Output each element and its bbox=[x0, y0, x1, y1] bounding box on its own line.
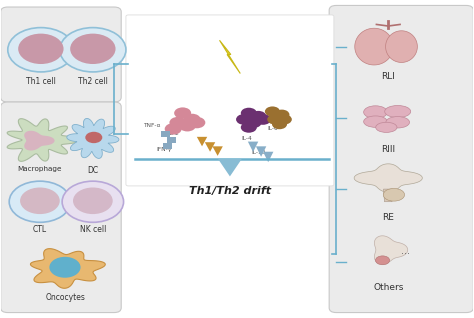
Ellipse shape bbox=[375, 256, 390, 265]
Circle shape bbox=[20, 188, 60, 214]
Polygon shape bbox=[24, 131, 55, 150]
Circle shape bbox=[265, 107, 280, 117]
Circle shape bbox=[241, 108, 257, 119]
Circle shape bbox=[169, 117, 186, 128]
Circle shape bbox=[274, 110, 290, 120]
FancyBboxPatch shape bbox=[0, 102, 121, 313]
Circle shape bbox=[255, 114, 271, 125]
Text: Oncocytes: Oncocytes bbox=[46, 293, 85, 301]
Text: Th2 cell: Th2 cell bbox=[78, 77, 108, 86]
Circle shape bbox=[179, 120, 196, 131]
Ellipse shape bbox=[383, 189, 404, 201]
Circle shape bbox=[85, 132, 102, 143]
Polygon shape bbox=[218, 159, 242, 176]
Text: IL-2: IL-2 bbox=[168, 131, 179, 136]
Circle shape bbox=[272, 119, 287, 129]
Text: Macrophage: Macrophage bbox=[18, 166, 62, 172]
Text: Th1/Th2 drift: Th1/Th2 drift bbox=[189, 186, 271, 196]
Circle shape bbox=[277, 114, 292, 124]
Polygon shape bbox=[263, 152, 273, 162]
Text: NK cell: NK cell bbox=[80, 225, 106, 234]
Ellipse shape bbox=[386, 117, 410, 128]
Text: IL-6: IL-6 bbox=[268, 127, 278, 131]
Polygon shape bbox=[385, 31, 417, 62]
Bar bbox=[163, 143, 172, 149]
Circle shape bbox=[250, 111, 266, 122]
Ellipse shape bbox=[385, 106, 410, 118]
Text: RIII: RIII bbox=[381, 145, 395, 154]
Circle shape bbox=[73, 188, 113, 214]
Polygon shape bbox=[197, 137, 207, 146]
Circle shape bbox=[174, 107, 191, 119]
Circle shape bbox=[164, 123, 182, 135]
Polygon shape bbox=[383, 189, 393, 202]
FancyBboxPatch shape bbox=[0, 7, 121, 102]
Text: ...: ... bbox=[401, 246, 410, 256]
Ellipse shape bbox=[364, 116, 387, 127]
Polygon shape bbox=[205, 142, 215, 152]
Circle shape bbox=[9, 181, 71, 222]
FancyBboxPatch shape bbox=[329, 5, 474, 313]
Polygon shape bbox=[248, 142, 258, 152]
Polygon shape bbox=[30, 249, 105, 288]
Polygon shape bbox=[256, 146, 266, 157]
Text: RLI: RLI bbox=[381, 72, 395, 81]
Polygon shape bbox=[219, 40, 240, 73]
Circle shape bbox=[62, 181, 124, 222]
Polygon shape bbox=[355, 28, 393, 65]
Circle shape bbox=[70, 34, 116, 64]
Circle shape bbox=[8, 28, 74, 72]
Text: IFN-γ: IFN-γ bbox=[156, 147, 172, 152]
Bar bbox=[167, 137, 175, 143]
Bar bbox=[161, 131, 170, 137]
Circle shape bbox=[60, 28, 126, 72]
Circle shape bbox=[18, 34, 64, 64]
Ellipse shape bbox=[364, 106, 387, 119]
Circle shape bbox=[236, 114, 252, 125]
Circle shape bbox=[188, 117, 205, 128]
Text: Others: Others bbox=[373, 283, 403, 293]
Polygon shape bbox=[7, 119, 80, 161]
Circle shape bbox=[241, 122, 257, 133]
Text: DC: DC bbox=[87, 166, 99, 175]
Circle shape bbox=[49, 257, 81, 278]
FancyBboxPatch shape bbox=[126, 15, 334, 186]
Text: TNF-α: TNF-α bbox=[144, 123, 161, 128]
Text: IL-10: IL-10 bbox=[251, 149, 265, 155]
Polygon shape bbox=[374, 236, 408, 264]
Polygon shape bbox=[212, 146, 223, 156]
Circle shape bbox=[183, 114, 201, 125]
Text: Th1 cell: Th1 cell bbox=[26, 77, 56, 86]
Circle shape bbox=[246, 117, 262, 128]
Circle shape bbox=[267, 114, 283, 124]
Text: RE: RE bbox=[383, 213, 394, 222]
Polygon shape bbox=[67, 118, 119, 158]
Ellipse shape bbox=[376, 122, 397, 132]
Text: IL-4: IL-4 bbox=[242, 136, 253, 141]
Text: CTL: CTL bbox=[33, 225, 47, 234]
Polygon shape bbox=[354, 164, 422, 192]
